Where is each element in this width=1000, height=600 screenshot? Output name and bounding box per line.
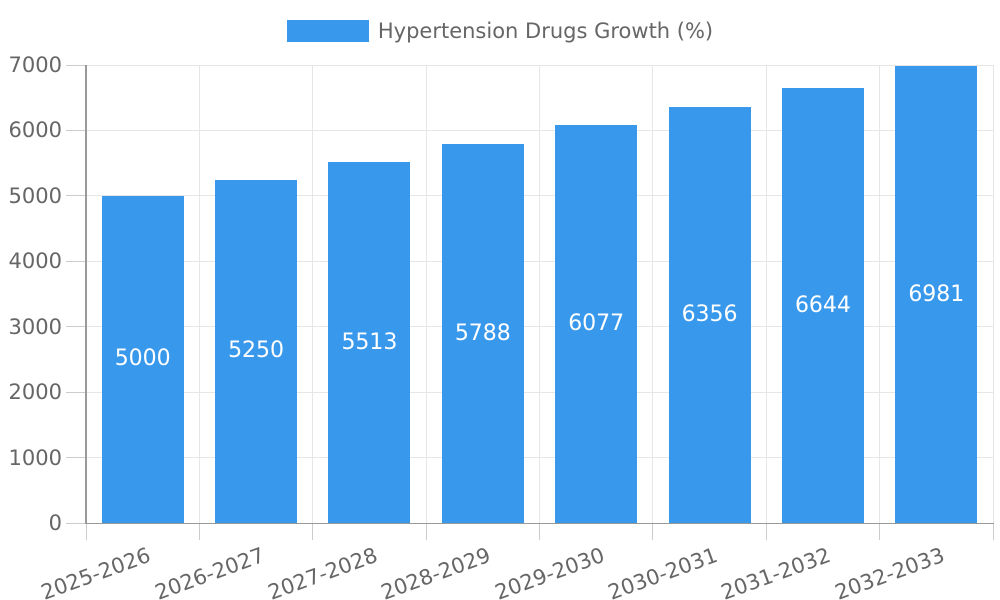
y-tick-mark — [66, 195, 86, 197]
x-gridline — [312, 65, 314, 523]
bar-value-label: 6356 — [681, 302, 738, 328]
x-tick-mark — [425, 523, 427, 540]
x-tick-mark — [879, 523, 881, 540]
bar[interactable] — [101, 195, 184, 523]
bar-value-label: 6077 — [568, 311, 625, 337]
y-axis-label: 0 — [48, 511, 62, 535]
x-axis-label: 2025-2026 — [38, 543, 154, 600]
y-axis-line — [85, 65, 87, 524]
x-tick-mark — [765, 523, 767, 540]
y-tick-mark — [66, 129, 86, 131]
bar-value-label: 5000 — [114, 346, 171, 372]
bar-value-label: 6644 — [794, 292, 851, 318]
x-axis-label: 2031-2032 — [718, 543, 835, 600]
y-tick-mark — [66, 457, 86, 459]
bar-value-label: 5513 — [341, 329, 398, 355]
x-tick-mark — [312, 523, 314, 540]
x-gridline — [425, 65, 427, 523]
y-axis-label: 7000 — [8, 53, 62, 77]
x-gridline — [992, 65, 994, 523]
x-tick-mark — [198, 523, 200, 540]
x-tick-mark — [539, 523, 540, 540]
y-axis-label: 5000 — [8, 183, 62, 208]
x-axis-line — [85, 522, 994, 524]
x-gridline — [539, 65, 540, 523]
x-axis-label: 2028-2029 — [378, 543, 495, 600]
x-axis-label: 2026-2027 — [151, 543, 268, 600]
y-axis-label: 3000 — [8, 314, 62, 339]
x-gridline — [198, 65, 200, 523]
x-gridline — [652, 65, 654, 523]
y-tick-mark — [66, 391, 86, 393]
y-axis-label: 6000 — [8, 118, 62, 143]
bar[interactable] — [555, 125, 638, 523]
bar[interactable] — [328, 162, 411, 523]
bar[interactable] — [215, 179, 298, 523]
legend-item[interactable]: Hypertension Drugs Growth (%) — [286, 19, 714, 43]
legend-label: Hypertension Drugs Growth (%) — [377, 19, 714, 43]
x-axis-label: 2032-2033 — [831, 543, 948, 600]
y-tick-mark — [66, 326, 86, 328]
chart-legend: Hypertension Drugs Growth (%) — [0, 20, 1000, 42]
bar[interactable] — [895, 66, 978, 523]
x-gridline — [879, 65, 881, 523]
bar[interactable] — [441, 144, 524, 523]
x-tick-mark — [992, 523, 994, 540]
x-axis-label: 2029-2030 — [491, 543, 608, 600]
bar[interactable] — [781, 88, 864, 523]
x-gridline — [765, 65, 767, 523]
bar-value-label: 5250 — [228, 338, 285, 364]
y-axis-label: 1000 — [8, 445, 62, 470]
x-axis-label: 2030-2031 — [604, 543, 721, 600]
bar-value-label: 6981 — [908, 281, 965, 307]
y-tick-mark — [66, 260, 86, 262]
y-tick-mark — [66, 522, 86, 524]
x-tick-mark — [652, 523, 654, 540]
y-axis-label: 2000 — [8, 380, 62, 405]
bar[interactable] — [668, 107, 751, 523]
y-axis-label: 4000 — [8, 249, 62, 274]
legend-color-swatch — [286, 20, 369, 42]
bar-value-label: 5788 — [454, 320, 511, 346]
x-tick-mark — [85, 523, 87, 540]
y-tick-mark — [66, 64, 86, 66]
x-axis-label: 2027-2028 — [264, 543, 381, 600]
